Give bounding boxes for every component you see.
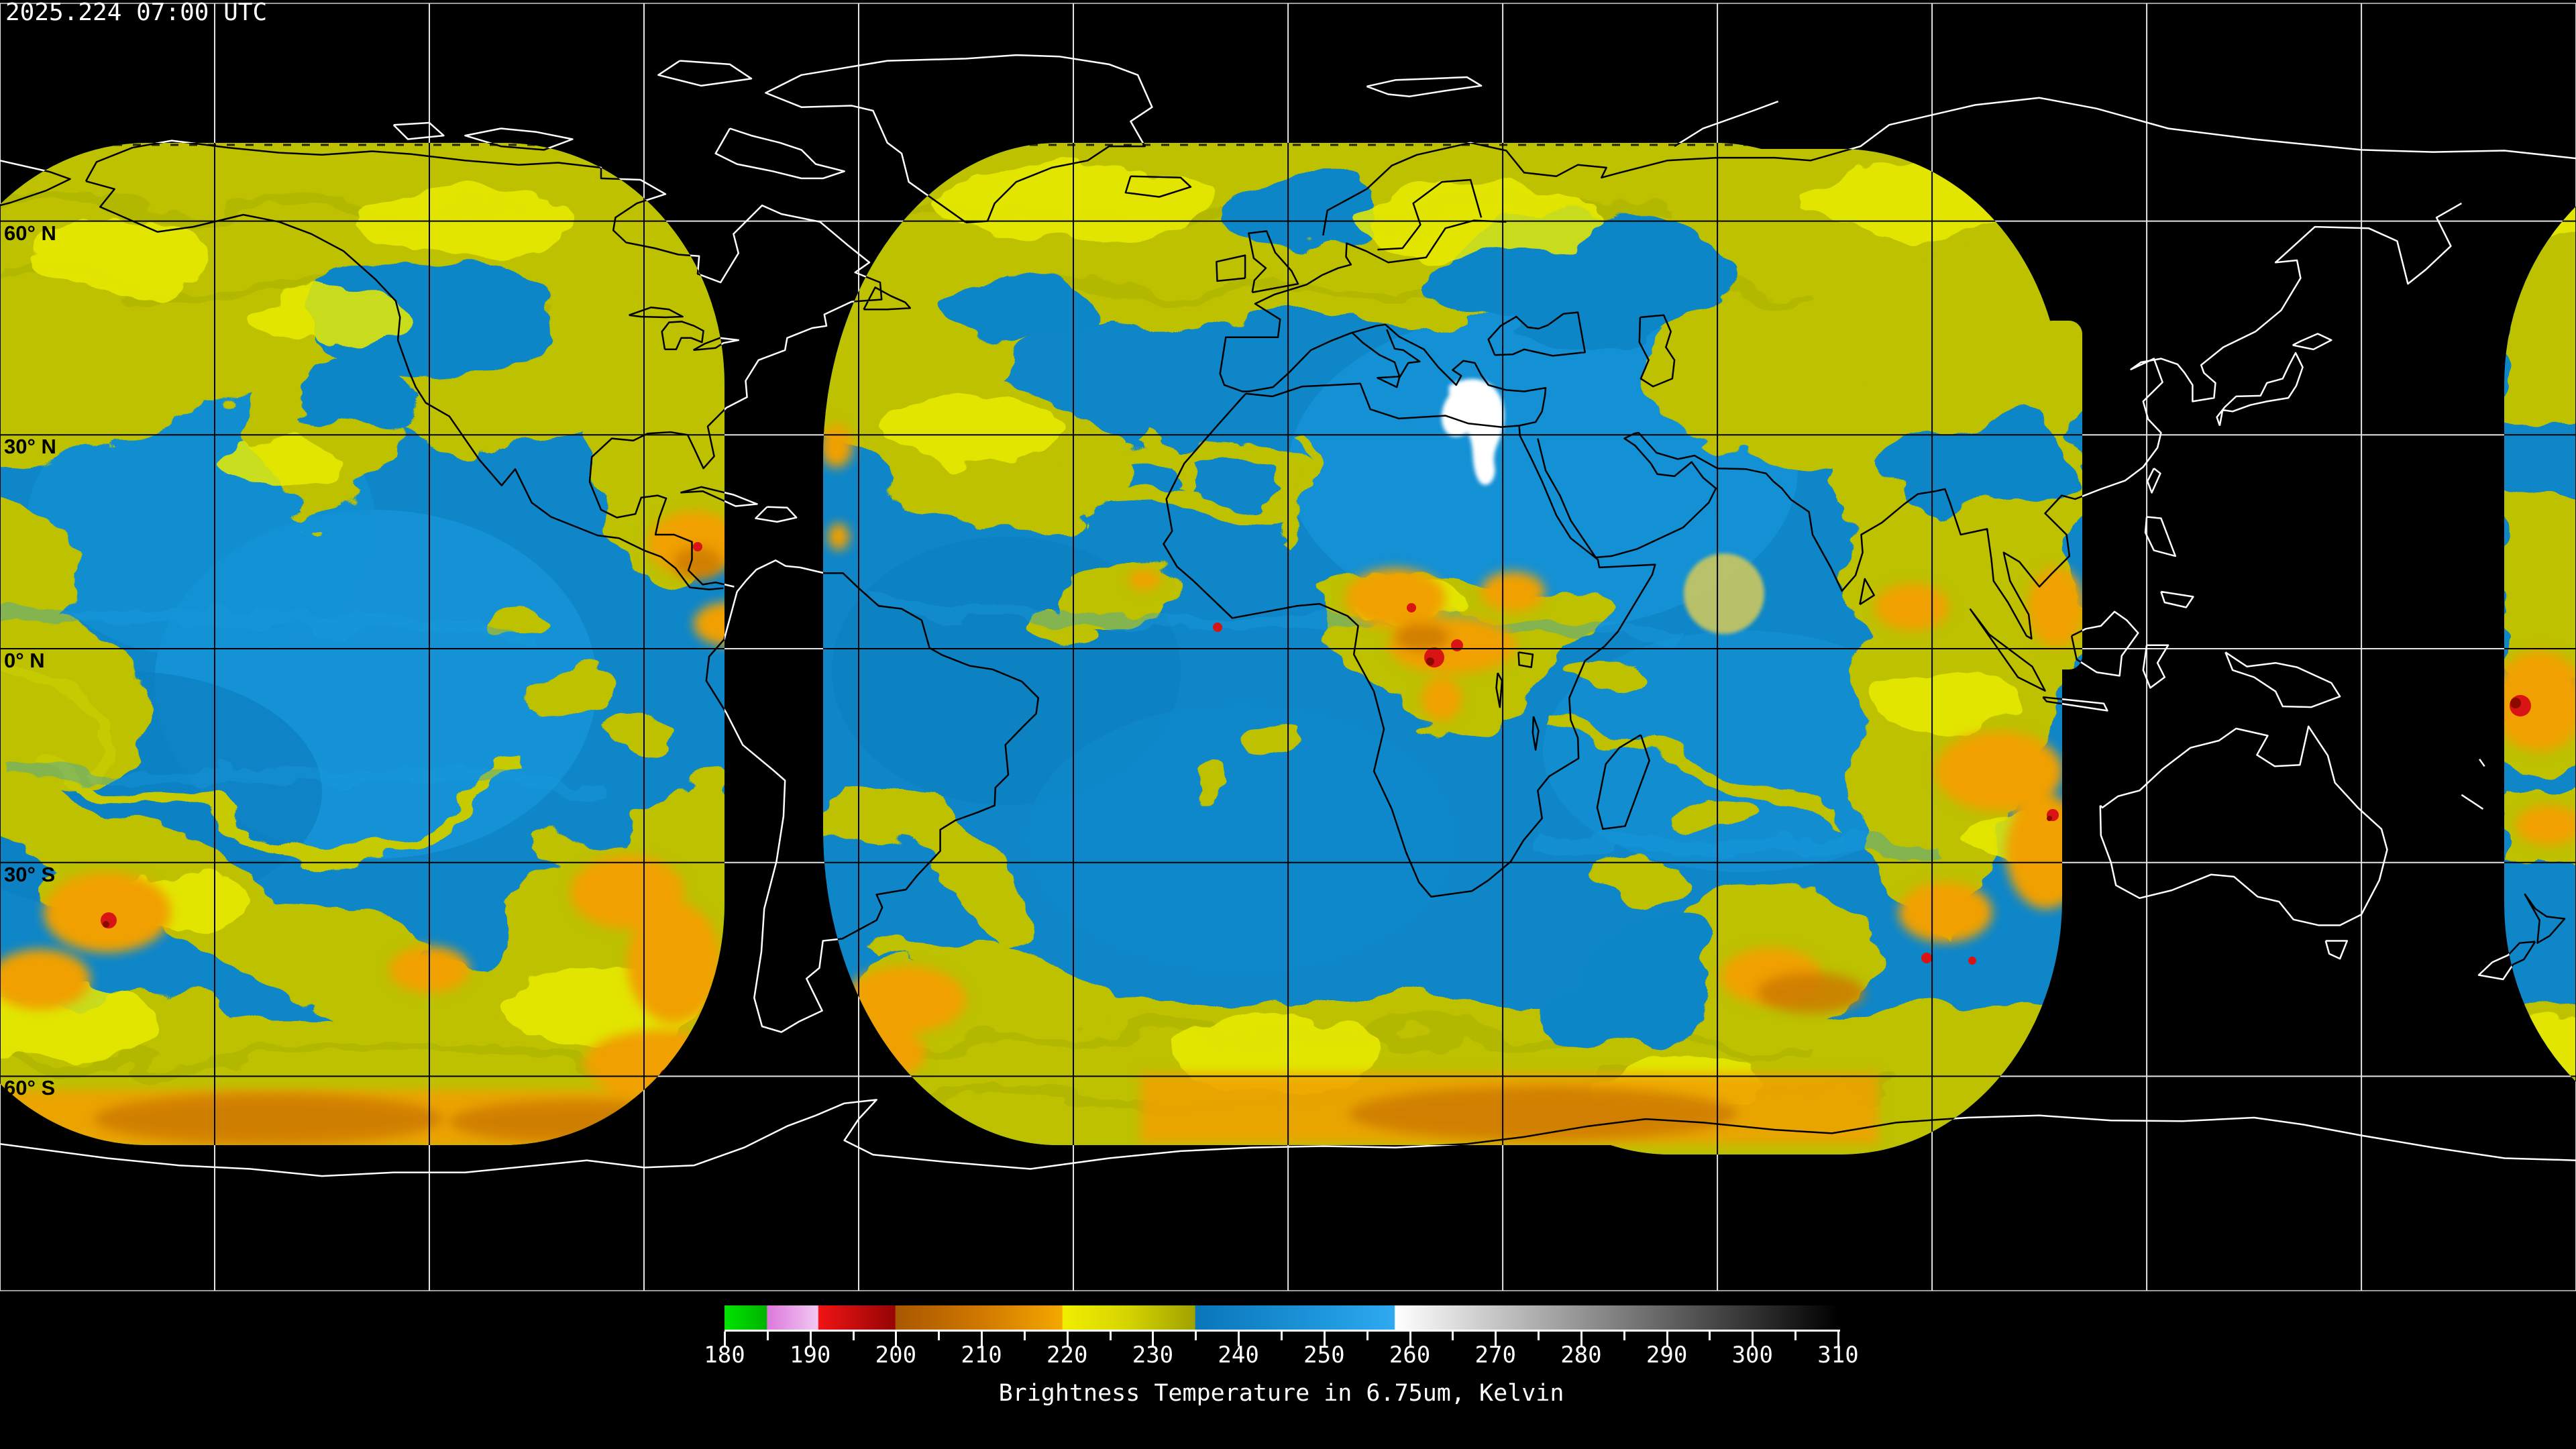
colorbar-tick: [1837, 1332, 1839, 1346]
colorbar-tick: [1709, 1332, 1711, 1340]
colorbar-tick-label: 190: [789, 1342, 831, 1368]
colorbar-tick-label: 220: [1046, 1342, 1088, 1368]
colorbar-tick: [1666, 1332, 1668, 1346]
colorbar-tick: [1109, 1332, 1112, 1340]
colorbar-tick: [1152, 1332, 1155, 1346]
colorbar-tick: [1752, 1332, 1754, 1346]
colorbar-tick: [1580, 1332, 1582, 1346]
colorbar-tick-label: 210: [961, 1342, 1002, 1368]
colorbar-tick-label: 280: [1560, 1342, 1602, 1368]
latitude-label: 60° S: [4, 1076, 56, 1100]
colorbar-tick: [1409, 1332, 1411, 1346]
colorbar-title: Brightness Temperature in 6.75um, Kelvin: [998, 1380, 1564, 1407]
latitude-label: 0° N: [4, 649, 45, 672]
colorbar-tick: [1623, 1332, 1625, 1340]
colorbar-tick: [1066, 1332, 1069, 1346]
colorbar-tick: [1538, 1332, 1540, 1340]
colorbar-tick-label: 200: [875, 1342, 917, 1368]
colorbar-tick-label: 300: [1731, 1342, 1774, 1368]
colorbar-tick-label: 290: [1646, 1342, 1688, 1368]
colorbar-tick: [1495, 1332, 1497, 1346]
colorbar-tick: [1323, 1332, 1326, 1346]
dry-slot-white-cloud: [1442, 378, 1505, 485]
colorbar-tick-label: 230: [1132, 1342, 1174, 1368]
colorbar-tick-label: 250: [1303, 1342, 1345, 1368]
colorbar-tick: [1195, 1332, 1197, 1340]
colorbar-tick: [724, 1332, 726, 1346]
colorbar-tick-label: 270: [1474, 1342, 1516, 1368]
colorbar-tick: [766, 1332, 769, 1340]
colorbar-tick-label: 240: [1218, 1342, 1259, 1368]
colorbar-tick-label: 260: [1389, 1342, 1431, 1368]
colorbar-tick: [1366, 1332, 1368, 1340]
timestamp: 2025.224 07:00 UTC: [5, 0, 268, 26]
latitude-label: 30° S: [4, 862, 56, 886]
latitude-label: 60° N: [4, 221, 56, 245]
colorbar-tick: [1023, 1332, 1026, 1340]
satellite-disc-west: [0, 143, 724, 1145]
colorbar-axis-line: [724, 1330, 1840, 1332]
colorbar-tick: [809, 1332, 812, 1346]
colorbar-tick: [852, 1332, 855, 1340]
colorbar-tick: [1281, 1332, 1283, 1340]
colorbar-tick: [938, 1332, 941, 1340]
colorbar-tick-label: 310: [1817, 1342, 1859, 1368]
colorbar-gradient: [724, 1305, 1838, 1330]
latitude-label: 30° N: [4, 435, 56, 459]
colorbar-tick: [1452, 1332, 1454, 1340]
satellite-disc-central: [823, 143, 2082, 1155]
colorbar-tick: [1794, 1332, 1797, 1340]
colorbar-tick: [1238, 1332, 1240, 1346]
colorbar-tick: [981, 1332, 983, 1346]
colorbar-tick: [895, 1332, 898, 1346]
colorbar-tick-label: 180: [704, 1342, 745, 1368]
